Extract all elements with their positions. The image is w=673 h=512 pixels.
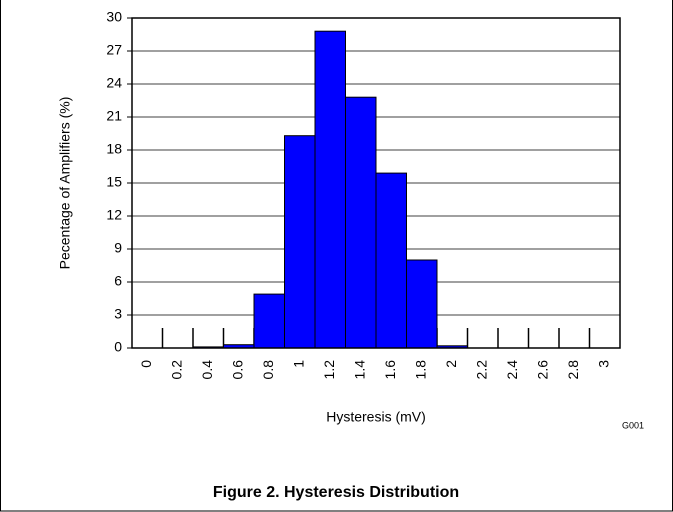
- y-tick-label: 15: [106, 174, 122, 190]
- bar: [284, 135, 316, 349]
- bar: [375, 172, 407, 349]
- x-tick-label: 1.8: [412, 360, 428, 380]
- bar: [345, 96, 377, 349]
- x-tick-label: 1.2: [321, 360, 337, 380]
- x-tick-label: 2.8: [565, 360, 581, 380]
- x-tick-label: 0.6: [229, 360, 245, 380]
- x-axis-label: Hysteresis (mV): [326, 409, 426, 425]
- caption: Figure 2. Hysteresis Distribution: [213, 484, 459, 501]
- y-tick-label: 30: [106, 9, 122, 25]
- x-tick-label: 2.2: [473, 360, 489, 380]
- y-tick-label: 18: [106, 141, 122, 157]
- y-tick-label: 3: [114, 306, 122, 322]
- bar: [314, 30, 346, 349]
- figure-code: G001: [622, 420, 644, 430]
- x-tick-label: 0: [138, 360, 154, 368]
- y-tick-label: 0: [114, 339, 122, 355]
- y-axis-label: Pecentage of Amplifiers (%): [57, 97, 73, 270]
- x-tick-label: 0.8: [260, 360, 276, 380]
- x-tick-label: 0.4: [199, 360, 215, 380]
- x-tick-label: 3: [595, 360, 611, 368]
- x-tick-label: 2: [443, 360, 459, 368]
- y-tick-label: 24: [106, 75, 122, 91]
- y-tick-label: 12: [106, 207, 122, 223]
- bar: [406, 259, 438, 349]
- x-tick-label: 2.4: [504, 360, 520, 380]
- bar: [253, 293, 285, 349]
- x-tick-label: 0.2: [168, 360, 184, 380]
- x-tick-label: 1: [290, 360, 306, 368]
- y-tick-label: 9: [114, 240, 122, 256]
- x-tick-label: 2.6: [534, 360, 550, 380]
- x-tick-label: 1.6: [382, 360, 398, 380]
- plot-frame: [131, 17, 621, 349]
- y-tick-label: 21: [106, 108, 122, 124]
- x-tick-label: 1.4: [351, 360, 367, 380]
- y-tick-label: 6: [114, 273, 122, 289]
- y-tick-label: 27: [106, 42, 122, 58]
